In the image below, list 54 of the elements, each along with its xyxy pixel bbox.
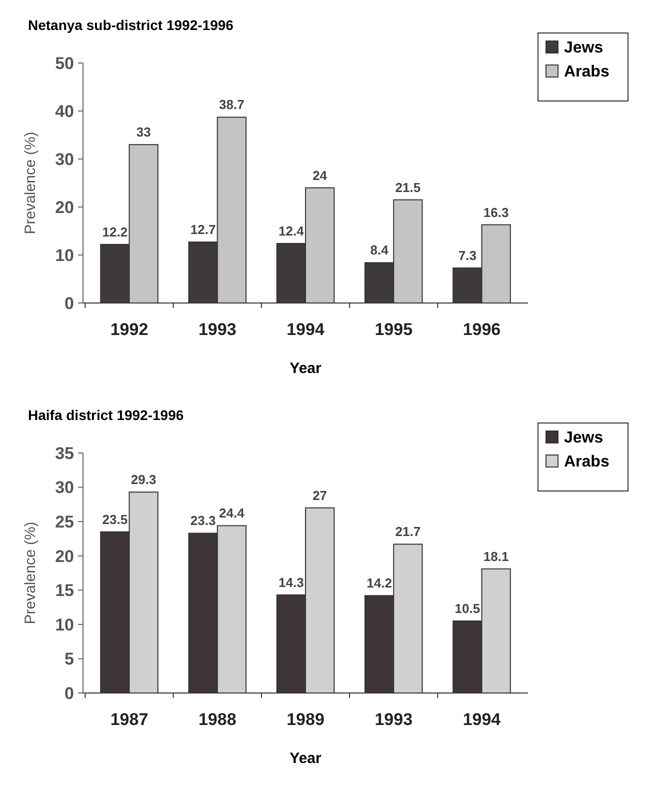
x-tick-label: 1995: [374, 320, 413, 339]
data-label: 12.7: [190, 222, 216, 238]
legend-label: Arabs: [564, 64, 610, 81]
x-tick-label: 1992: [110, 320, 148, 339]
x-tick-label: 1989: [286, 710, 324, 729]
y-tick-label: 0: [64, 684, 74, 703]
data-label: 38.7: [219, 97, 244, 112]
data-label: 27: [312, 488, 328, 503]
legend-label: Jews: [564, 430, 604, 447]
x-tick-label: 1993: [374, 710, 413, 729]
chart-title: Haifa district 1992-1996: [28, 407, 184, 423]
y-tick-label: 35: [55, 444, 74, 463]
x-tick-label: 1988: [198, 710, 236, 729]
y-tick-label: 30: [55, 150, 74, 169]
data-label: 21.7: [395, 524, 421, 540]
y-tick-label: 50: [55, 54, 74, 73]
legend-label: Arabs: [564, 454, 610, 471]
y-tick-label: 30: [55, 478, 74, 498]
x-tick-label: 1994: [286, 320, 325, 339]
data-label: 23.5: [102, 512, 128, 527]
y-tick-label: 20: [55, 546, 74, 566]
y-tick-label: 20: [55, 198, 74, 217]
data-label: 8.4: [370, 242, 390, 258]
data-label: 12.2: [102, 224, 128, 240]
y-tick-label: 10: [55, 615, 74, 634]
y-axis-title: Prevalence (%): [22, 522, 39, 624]
legend-label: Jews: [564, 40, 604, 57]
y-axis-title: Prevalence (%): [22, 132, 39, 234]
y-tick-label: 0: [64, 294, 74, 313]
data-label: 12.4: [278, 223, 305, 238]
x-axis-title: Year: [290, 750, 322, 767]
data-label: 24.4: [219, 506, 246, 521]
y-tick-label: 15: [55, 581, 74, 600]
y-tick-label: 40: [55, 102, 74, 121]
x-tick-label: 1993: [198, 320, 236, 339]
data-label: 14.2: [366, 576, 392, 591]
chart-title: Netanya sub-district 1992-1996: [28, 17, 234, 33]
data-label: 24: [312, 168, 328, 183]
data-label: 18.1: [483, 548, 509, 564]
data-label: 23.3: [190, 513, 216, 528]
x-tick-label: 1987: [110, 710, 148, 729]
data-label: 21.5: [395, 180, 421, 195]
data-label: 33: [136, 124, 151, 140]
data-label: 16.3: [483, 204, 509, 220]
y-tick-label: 10: [55, 246, 74, 265]
data-label: 10.5: [454, 601, 480, 616]
data-label: 7.3: [458, 248, 476, 263]
y-tick-label: 5: [64, 650, 74, 669]
data-label: 14.3: [278, 574, 304, 590]
y-tick-label: 25: [55, 512, 74, 532]
x-axis-title: Year: [290, 360, 322, 377]
data-label: 29.3: [130, 472, 156, 488]
x-tick-label: 1996: [462, 320, 501, 339]
x-tick-label: 1994: [462, 710, 502, 729]
